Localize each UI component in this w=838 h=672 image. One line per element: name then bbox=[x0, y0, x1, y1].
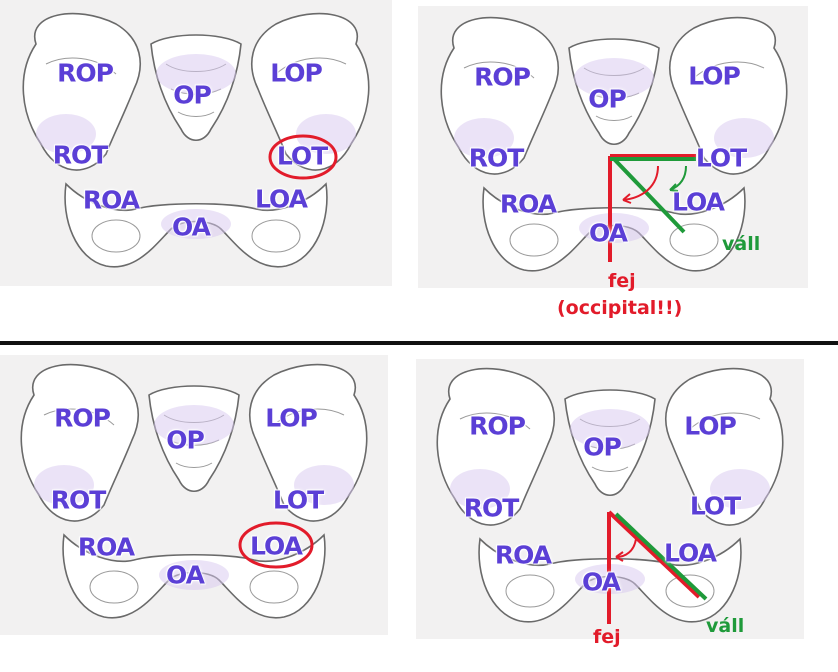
head-label: fej bbox=[608, 270, 636, 292]
label-rot: ROT bbox=[50, 485, 107, 515]
label-rop: ROP bbox=[54, 403, 111, 433]
label-rop: ROP bbox=[474, 62, 531, 92]
label-oa: OA bbox=[582, 567, 621, 597]
rotation-arrow-red bbox=[622, 165, 659, 201]
pelvis-illustration bbox=[436, 367, 784, 624]
label-rop: ROP bbox=[469, 411, 526, 441]
label-oa: OA bbox=[172, 212, 211, 242]
head-axis-diagonal bbox=[607, 510, 701, 599]
label-roa: ROA bbox=[494, 540, 552, 570]
label-loa: LOA bbox=[250, 531, 303, 561]
head-label: fej bbox=[593, 626, 621, 648]
shoulder-axis-diagonal bbox=[612, 157, 686, 234]
label-rot: ROT bbox=[468, 143, 525, 173]
label-lot: LOT bbox=[695, 143, 747, 173]
label-roa: ROA bbox=[77, 532, 135, 562]
label-lop: LOP bbox=[684, 411, 737, 441]
label-lop: LOP bbox=[270, 58, 323, 88]
label-loa: LOA bbox=[664, 538, 717, 568]
pelvis-panel-bottom-right: ROP OP LOP ROT LOT ROA LOA OA bbox=[416, 359, 804, 639]
label-op: OP bbox=[173, 80, 212, 110]
pelvis-panel-bottom-left: ROP OP LOP ROT LOT ROA LOA OA bbox=[0, 355, 388, 635]
highlight-circle bbox=[238, 521, 314, 569]
label-rot: ROT bbox=[463, 493, 520, 523]
label-roa: ROA bbox=[82, 185, 140, 215]
label-rot: ROT bbox=[52, 140, 109, 170]
occipital-note: (occipital!!) bbox=[557, 297, 683, 319]
highlight-circle bbox=[268, 134, 338, 180]
label-op: OP bbox=[588, 84, 627, 114]
label-rop: ROP bbox=[57, 58, 114, 88]
label-roa: ROA bbox=[499, 189, 557, 219]
pelvis-illustration bbox=[22, 12, 370, 268]
label-lot: LOT bbox=[272, 485, 324, 515]
label-oa: OA bbox=[166, 560, 205, 590]
pelvis-panel-top-right: ROP OP LOP ROT LOT ROA LOA OA bbox=[418, 6, 808, 288]
shoulder-label: váll bbox=[706, 615, 745, 637]
pelvis-illustration bbox=[440, 16, 788, 272]
label-oa: OA bbox=[589, 218, 628, 248]
label-lot: LOT bbox=[276, 141, 328, 171]
shoulder-axis-diagonal bbox=[614, 512, 708, 601]
shoulder-label: váll bbox=[722, 233, 761, 255]
pelvis-illustration bbox=[20, 363, 368, 619]
pelvis-panel-top-left: ROP OP LOP ROT LOT ROA LOA OA bbox=[0, 0, 392, 286]
section-divider bbox=[0, 341, 838, 345]
label-loa: LOA bbox=[672, 187, 725, 217]
rotation-arrow-red bbox=[615, 538, 637, 558]
label-lop: LOP bbox=[688, 61, 741, 91]
label-op: OP bbox=[166, 425, 205, 455]
label-op: OP bbox=[583, 432, 622, 462]
label-lop: LOP bbox=[265, 403, 318, 433]
label-lot: LOT bbox=[689, 491, 741, 521]
label-loa: LOA bbox=[255, 184, 308, 214]
